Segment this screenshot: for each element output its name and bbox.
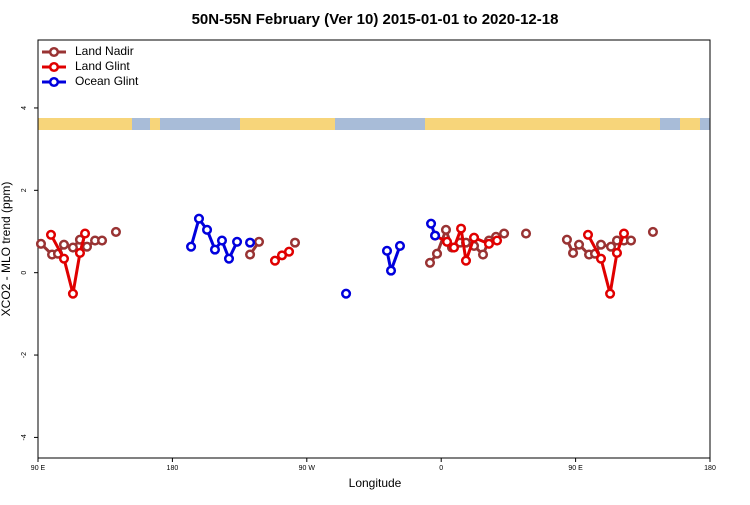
data-point [611,247,623,258]
data-point [209,244,221,255]
data-point [201,224,213,235]
data-point [394,240,406,251]
legend-marker [48,76,60,88]
map-strip [38,118,710,130]
data-point [67,242,78,253]
data-point [58,239,70,250]
data-point [232,236,243,247]
data-point [430,230,441,241]
x-tick-label: 0 [439,465,443,472]
data-point [45,229,57,240]
legend-marker [48,61,60,73]
x-tick-label: 90 E [31,465,46,472]
data-point [81,241,93,252]
x-tick-label: 180 [167,465,179,472]
data-point [499,228,510,239]
x-tick-label: 180 [704,465,716,472]
y-axis-label: XCO2 - MLO trend (ppm) [0,182,13,317]
data-point [605,288,616,299]
x-axis-label: Longitude [349,476,402,490]
data-point [625,235,637,246]
data-point [573,239,585,250]
data-point [97,235,108,246]
legend-label: Ocean Glint [75,74,139,88]
data-point [186,241,197,252]
chart-title: 50N-55N February (Ver 10) 2015-01-01 to … [192,11,559,28]
data-point [582,229,594,240]
series-line [41,230,653,263]
data-point [67,288,78,299]
plot-frame [37,39,711,459]
y-tick-label: 0 [21,271,28,275]
data-point [74,247,86,258]
data-point [269,255,281,266]
y-tick-label: -2 [21,352,28,358]
data-point [647,226,659,237]
data-point [568,247,579,258]
data-point [618,228,630,239]
data-point [381,245,393,256]
data-point [245,249,256,260]
x-tick-label: 90 E [568,465,583,472]
series-line [49,227,626,296]
data-point [425,218,437,229]
data-point [492,235,503,246]
data-point [469,232,480,243]
data-point [283,246,295,257]
data-point [477,249,489,260]
data-point [448,242,460,253]
data-point [253,236,265,247]
data-point [110,226,122,237]
legend-label: Land Nadir [75,44,134,58]
y-tick-label: -4 [21,434,28,440]
data-point [561,234,572,245]
data-point [35,238,47,249]
data-point [595,239,607,250]
legend-marker [48,46,60,58]
y-tick-label: 4 [21,106,28,110]
data-point [460,255,472,266]
data-point [385,265,397,276]
x-tick-label: 90 W [299,465,316,472]
data-point [193,213,205,224]
data-point [341,288,352,299]
data-point [520,228,532,239]
data-point [223,253,235,264]
data-point [245,237,256,248]
legend-label: Land Glint [75,59,130,73]
data-point [441,236,453,247]
data-point [424,257,436,268]
data-point [58,253,70,264]
data-point [431,248,443,259]
data-point [595,253,607,264]
data-point [456,223,467,234]
data-point [79,228,91,239]
y-tick-label: 2 [21,188,28,192]
data-point [289,237,301,248]
data-point [605,241,617,252]
data-point [440,224,452,235]
data-point [483,238,495,249]
data-point [216,235,228,246]
